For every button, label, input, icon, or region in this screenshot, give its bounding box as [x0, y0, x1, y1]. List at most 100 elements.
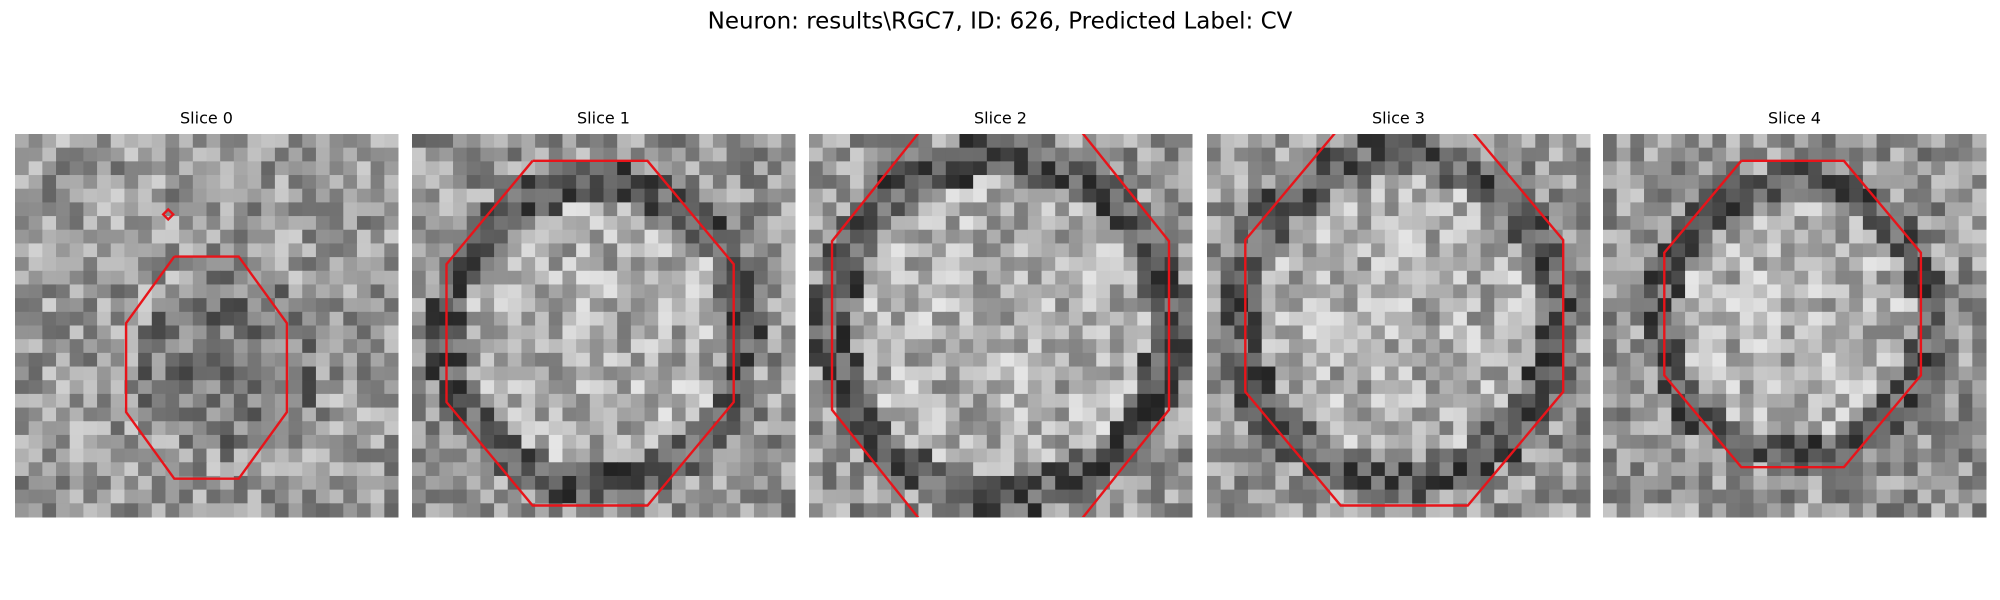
pixel	[1302, 257, 1317, 272]
pixel	[685, 257, 700, 272]
pixel	[1096, 311, 1111, 326]
pixel	[1767, 175, 1782, 190]
pixel	[918, 243, 933, 258]
pixel	[124, 202, 139, 217]
pixel	[685, 243, 700, 258]
pixel	[1685, 352, 1700, 368]
pixel	[1466, 243, 1482, 258]
pixel	[425, 284, 440, 299]
pixel	[973, 202, 988, 217]
pixel	[1330, 366, 1345, 381]
pixel	[617, 202, 632, 217]
pixel	[1862, 216, 1878, 231]
pixel	[603, 284, 618, 299]
pixel	[973, 243, 988, 258]
pixel	[986, 284, 1001, 299]
pixel	[932, 229, 947, 244]
pixel	[603, 147, 618, 162]
pixel	[767, 284, 782, 299]
pixel	[15, 339, 30, 354]
pixel	[548, 393, 563, 409]
pixel	[1137, 325, 1152, 340]
pixel	[1494, 421, 1509, 436]
pixel	[1903, 448, 1919, 463]
pixel	[918, 311, 933, 326]
pixel	[521, 243, 536, 258]
pixel	[1726, 298, 1741, 313]
pixel	[658, 202, 673, 217]
pixel	[1137, 448, 1152, 463]
pixel	[822, 352, 837, 368]
pixel	[822, 134, 837, 149]
pixel	[1055, 489, 1070, 504]
pixel	[809, 380, 824, 395]
pixel	[630, 503, 646, 518]
pixel	[1371, 188, 1386, 203]
pixel	[439, 503, 454, 518]
pixel	[1398, 202, 1413, 217]
pixel	[1616, 188, 1631, 203]
pixel	[261, 475, 276, 491]
pixel	[918, 462, 933, 477]
pixel	[1972, 202, 1987, 217]
pixel	[986, 475, 1001, 491]
pixel	[1384, 284, 1399, 299]
pixel	[56, 147, 71, 162]
pixel	[1753, 421, 1768, 436]
pixel	[1466, 434, 1482, 450]
pixel	[850, 270, 865, 285]
pixel	[671, 311, 687, 326]
pixel	[1507, 339, 1523, 354]
pixel	[1439, 175, 1454, 190]
pixel	[315, 380, 331, 395]
pixel	[1234, 393, 1249, 409]
pixel	[384, 352, 399, 368]
pixel	[356, 229, 372, 244]
pixel	[1384, 339, 1399, 354]
pixel	[699, 448, 714, 463]
pixel	[1698, 175, 1713, 190]
pixel	[726, 421, 741, 436]
pixel	[630, 311, 646, 326]
pixel	[1261, 393, 1276, 409]
pixel	[1931, 188, 1946, 203]
pixel	[1657, 503, 1672, 518]
pixel	[1890, 380, 1905, 395]
pixel	[1562, 188, 1577, 203]
pixel	[97, 202, 112, 217]
pixel	[480, 448, 495, 463]
pixel	[959, 147, 974, 162]
pixel	[671, 202, 687, 217]
pixel	[836, 462, 851, 477]
pixel	[1808, 243, 1823, 258]
pixel	[1862, 229, 1878, 244]
pixel	[274, 216, 290, 231]
pixel	[1767, 284, 1782, 299]
pixel	[1178, 311, 1193, 326]
pixel	[1248, 161, 1263, 176]
pixel	[302, 352, 317, 368]
pixel	[1767, 489, 1782, 504]
pixel	[343, 147, 358, 162]
pixel	[548, 216, 563, 231]
pixel	[42, 366, 57, 381]
pixel	[1780, 380, 1795, 395]
pixel	[315, 352, 331, 368]
pixel	[562, 243, 577, 258]
pixel	[1917, 380, 1932, 395]
pixel	[42, 434, 57, 450]
pixel	[1000, 202, 1015, 217]
pixel	[1068, 434, 1084, 450]
pixel	[1041, 448, 1056, 463]
pixel	[453, 161, 468, 176]
pixel	[850, 188, 865, 203]
pixel	[1808, 393, 1823, 409]
pixel	[288, 339, 303, 354]
pixel	[1384, 298, 1399, 313]
pixel	[1096, 366, 1111, 381]
pixel	[1207, 134, 1222, 149]
pixel	[1275, 202, 1290, 217]
pixel	[1958, 462, 1973, 477]
pixel	[1494, 216, 1509, 231]
pixel	[959, 393, 974, 409]
